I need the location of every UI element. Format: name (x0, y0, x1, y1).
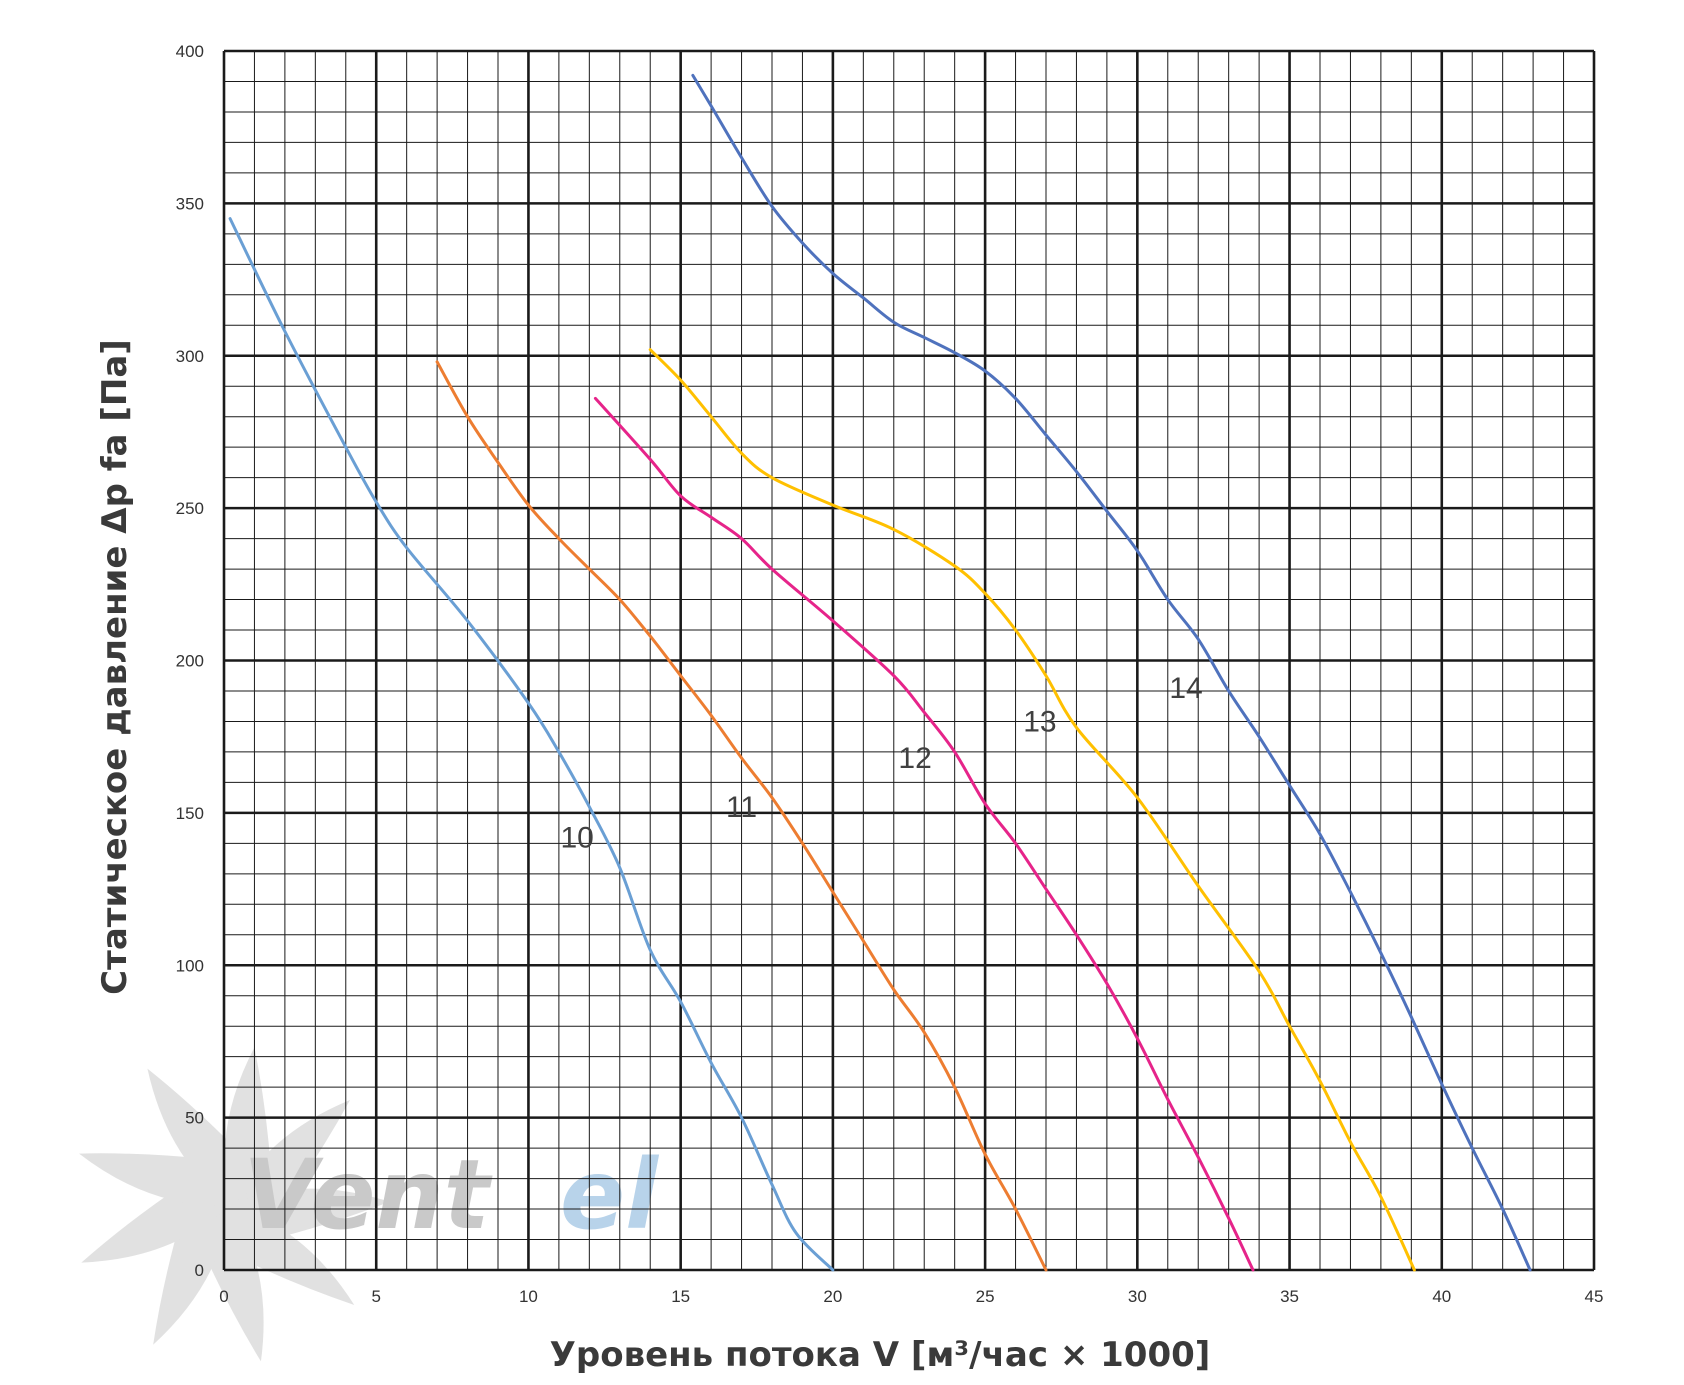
y-tick-label: 50 (185, 1109, 204, 1128)
y-tick-label: 250 (176, 499, 204, 518)
ventel-watermark-logo: Vent el (79, 1047, 659, 1362)
x-axis-tick-labels: 0 5 10 15 20 25 30 35 40 45 (219, 1287, 1603, 1306)
series-label-10: 10 (560, 821, 593, 854)
y-tick-label: 350 (176, 194, 204, 213)
y-axis-title: Статическое давление Δp fa [Па] (95, 339, 135, 995)
x-tick-label: 35 (1280, 1287, 1299, 1306)
series-line-13 (648, 348, 1416, 1272)
series-label-14: 14 (1169, 672, 1202, 705)
x-tick-label: 5 (371, 1287, 380, 1306)
fan-blades-icon (79, 1047, 390, 1362)
grid-major-lines (222, 49, 1596, 1272)
x-tick-label: 40 (1432, 1287, 1451, 1306)
fan-blade (230, 1205, 355, 1305)
y-tick-label: 300 (176, 347, 204, 366)
series-line-14 (691, 73, 1532, 1272)
x-axis-title: Уровень потока V [м³/час × 1000] (550, 1335, 1211, 1375)
y-tick-label: 150 (176, 804, 204, 823)
series-label-11: 11 (726, 791, 757, 824)
series-line-11 (435, 360, 1048, 1272)
x-tick-label: 10 (519, 1287, 538, 1306)
fan-blade (147, 1068, 244, 1205)
series-labels: 10 11 12 13 14 (560, 672, 1202, 854)
y-tick-label: 400 (176, 42, 204, 61)
series-label-12: 12 (898, 742, 931, 775)
y-axis-tick-labels: 0 50 100 150 200 250 300 350 400 (176, 42, 204, 1280)
y-tick-label: 200 (176, 652, 204, 671)
watermark-text-accent: el (560, 1139, 659, 1251)
fan-blade (153, 1205, 230, 1345)
series-line-10 (228, 217, 835, 1272)
series-line-12 (593, 396, 1255, 1272)
x-tick-label: 25 (976, 1287, 995, 1306)
x-tick-label: 20 (823, 1287, 842, 1306)
series-lines (228, 73, 1532, 1272)
x-tick-label: 0 (219, 1287, 228, 1306)
x-tick-label: 45 (1585, 1287, 1604, 1306)
y-tick-label: 100 (176, 956, 204, 975)
series-label-13: 13 (1023, 705, 1056, 738)
watermark-text-main: Vent (243, 1139, 493, 1251)
x-tick-label: 15 (671, 1287, 690, 1306)
x-tick-label: 30 (1128, 1287, 1147, 1306)
y-tick-label: 0 (195, 1261, 204, 1280)
